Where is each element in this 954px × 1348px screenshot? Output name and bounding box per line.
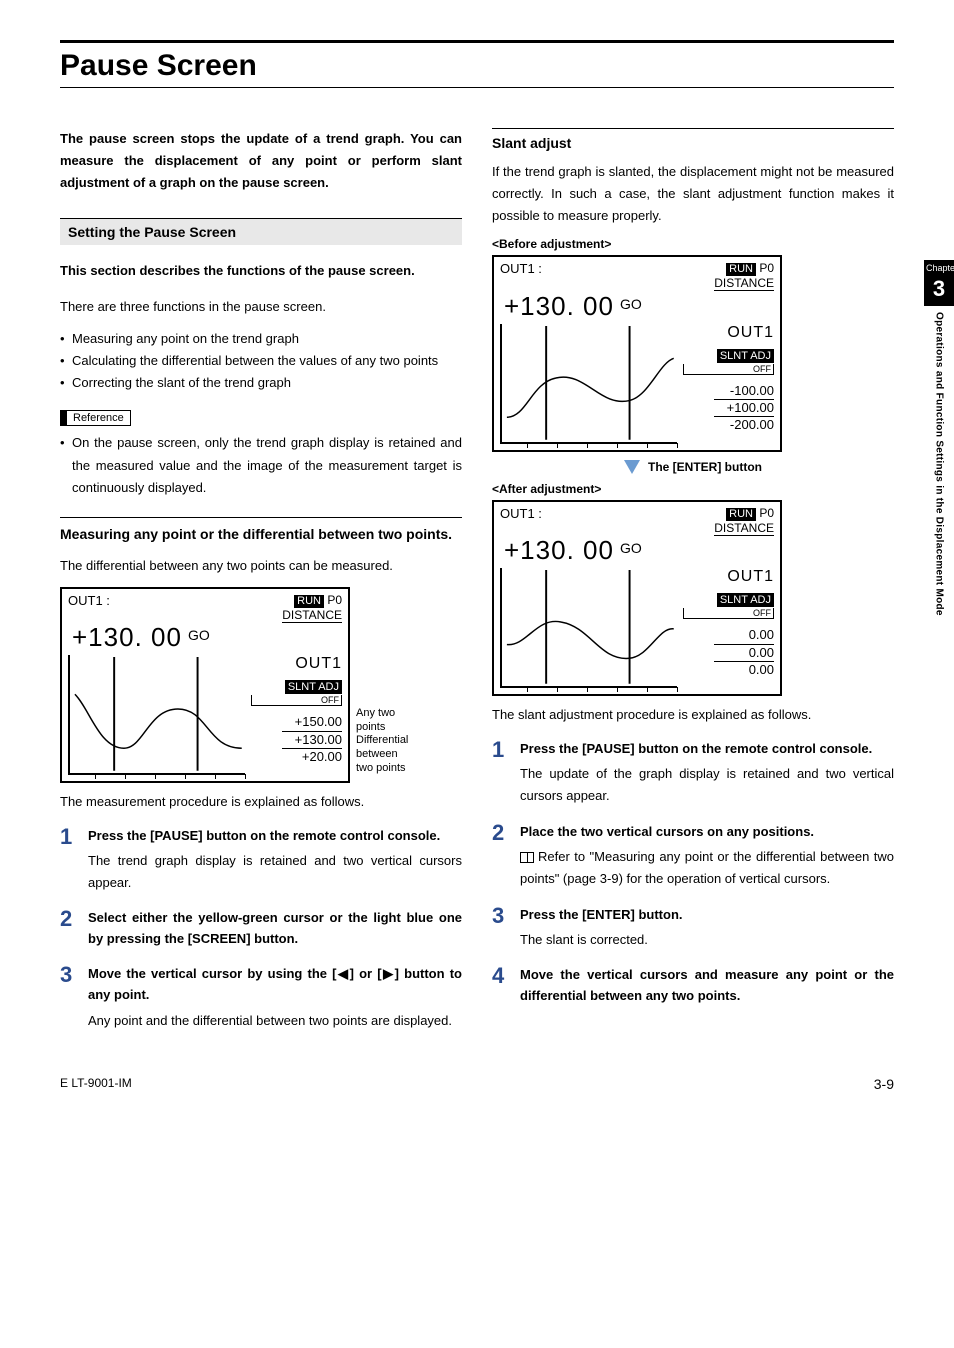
subsection-title: Measuring any point or the differential … — [60, 517, 462, 545]
doc-code: E LT-9001-IM — [60, 1076, 132, 1092]
lcd-figure-measure: OUT1 : RUN P0 DISTANCE +130. 00 GO — [60, 587, 462, 792]
step-head: Press the [PAUSE] button on the remote c… — [88, 826, 462, 847]
section-header: Setting the Pause Screen — [60, 218, 462, 245]
step-head: Select either the yellow-green cursor or… — [88, 908, 462, 950]
measure-caption: The measurement procedure is explained a… — [60, 791, 462, 813]
lcd-mode-tags: RUN P0 DISTANCE — [282, 593, 342, 623]
step-2: 2 Place the two vertical cursors on any … — [492, 822, 894, 891]
step-number: 1 — [60, 826, 78, 895]
intro-text: The pause screen stops the update of a t… — [60, 128, 462, 194]
chapter-label: Chapter — [924, 260, 954, 276]
step-number: 2 — [60, 908, 78, 950]
list-item: Correcting the slant of the trend graph — [60, 372, 462, 394]
chapter-side-tab: Chapter 3 Operations and Function Settin… — [924, 260, 954, 616]
graph-ticks — [70, 773, 245, 779]
slant-title: Slant adjust — [492, 128, 894, 151]
step-1: 1 Press the [PAUSE] button on the remote… — [492, 739, 894, 808]
trend-graph — [68, 655, 245, 775]
chapter-number: 3 — [924, 276, 954, 306]
step-3: 3 Press the [ENTER] button. The slant is… — [492, 905, 894, 952]
lcd-before: OUT1 : RUN P0 DISTANCE +130. 00 GO — [492, 255, 782, 452]
step-2: 2 Select either the yellow-green cursor … — [60, 908, 462, 950]
slant-intro: If the trend graph is slanted, the displ… — [492, 161, 894, 227]
lcd-after: OUT1 : RUN P0 DISTANCE +130. 00 GO — [492, 500, 782, 697]
lcd-out-big: OUT1 — [251, 655, 342, 673]
step-text: The trend graph display is retained and … — [88, 850, 462, 894]
after-label: <After adjustment> — [492, 482, 894, 496]
measure-steps: 1 Press the [PAUSE] button on the remote… — [60, 826, 462, 1032]
list-item: Measuring any point on the trend graph — [60, 328, 462, 350]
right-column: Slant adjust If the trend graph is slant… — [492, 128, 894, 1046]
enter-arrow-row: The [ENTER] button — [492, 460, 894, 474]
enter-label: The [ENTER] button — [648, 460, 762, 474]
reference-tag: Reference — [60, 410, 131, 426]
graph-svg — [70, 655, 245, 773]
step-text: Any point and the differential between t… — [88, 1010, 462, 1032]
slant-proc-caption: The slant adjustment procedure is explai… — [492, 704, 894, 726]
p0-tag: P0 — [327, 593, 342, 607]
list-item: On the pause screen, only the trend grap… — [60, 432, 462, 498]
lcd-go: GO — [188, 627, 210, 643]
slant-steps: 1 Press the [PAUSE] button on the remote… — [492, 739, 894, 1007]
chapter-vertical-title: Operations and Function Settings in the … — [934, 312, 945, 616]
list-item: Calculating the differential between the… — [60, 350, 462, 372]
lcd-out-label: OUT1 : — [68, 593, 110, 608]
step-1: 1 Press the [PAUSE] button on the remote… — [60, 826, 462, 895]
figure-annotations: Any two points Differential between two … — [356, 707, 408, 776]
lcd-value: +130. 00 — [72, 622, 182, 653]
slnt-adj-tag: SLNT ADJ — [285, 680, 342, 694]
lcd-values: +150.00 +130.00 +20.00 — [251, 714, 342, 765]
function-list: Measuring any point on the trend graph C… — [60, 328, 462, 394]
section-desc-bold: This section describes the functions of … — [60, 261, 462, 282]
reference-list: On the pause screen, only the trend grap… — [60, 432, 462, 498]
top-rule — [60, 40, 894, 43]
distance-tag: DISTANCE — [282, 608, 342, 623]
step-head: Move the vertical cursor by using the [◀… — [88, 964, 462, 1006]
slnt-off: OFF — [251, 695, 342, 706]
trend-graph-before — [500, 324, 677, 444]
lcd-screen: OUT1 : RUN P0 DISTANCE +130. 00 GO — [60, 587, 350, 784]
section-desc: There are three functions in the pause s… — [60, 296, 462, 318]
step-number: 3 — [60, 964, 78, 1032]
arrow-down-icon — [624, 460, 640, 474]
before-label: <Before adjustment> — [492, 237, 894, 251]
subsection-text: The differential between any two points … — [60, 555, 462, 577]
page-footer: E LT-9001-IM 3-9 — [60, 1076, 894, 1092]
page-title: Pause Screen — [60, 49, 894, 88]
book-icon — [520, 852, 534, 863]
run-tag: RUN — [294, 595, 324, 608]
left-column: The pause screen stops the update of a t… — [60, 128, 462, 1046]
page-number: 3-9 — [874, 1076, 894, 1092]
step-3: 3 Move the vertical cursor by using the … — [60, 964, 462, 1032]
trend-graph-after — [500, 568, 677, 688]
step-4: 4 Move the vertical cursors and measure … — [492, 965, 894, 1007]
